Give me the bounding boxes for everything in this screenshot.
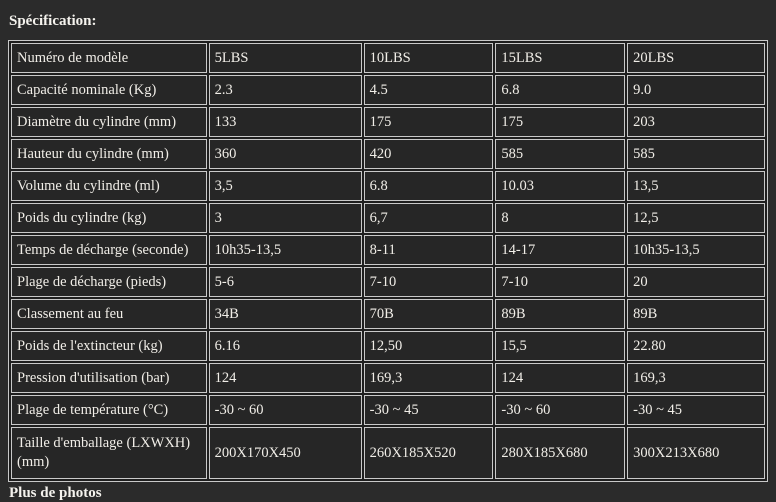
table-row: Taille d'emballage (LXWXH) (mm) 200X170X… bbox=[11, 427, 765, 479]
spec-cell: 70B bbox=[363, 299, 494, 329]
table-row: Volume du cylindre (ml) 3,5 6.8 10.03 13… bbox=[11, 171, 765, 201]
spec-cell: -30 ~ 45 bbox=[627, 395, 765, 425]
spec-row-label: Temps de décharge (seconde) bbox=[11, 235, 207, 265]
spec-cell: 6,7 bbox=[363, 203, 494, 233]
spec-cell: 280X185X680 bbox=[495, 427, 626, 479]
spec-cell: 13,5 bbox=[627, 171, 765, 201]
spec-cell: 2.3 bbox=[208, 75, 362, 105]
table-row: Classement au feu 34B 70B 89B 89B bbox=[11, 299, 765, 329]
table-row: Pression d'utilisation (bar) 124 169,3 1… bbox=[11, 363, 765, 393]
spec-cell: 6.8 bbox=[495, 75, 626, 105]
spec-cell: 5LBS bbox=[208, 43, 362, 73]
spec-cell: 203 bbox=[627, 107, 765, 137]
spec-cell: 20 bbox=[627, 267, 765, 297]
spec-cell: 124 bbox=[208, 363, 362, 393]
spec-cell: 200X170X450 bbox=[208, 427, 362, 479]
table-row: Poids de l'extincteur (kg) 6.16 12,50 15… bbox=[11, 331, 765, 361]
spec-row-label: Taille d'emballage (LXWXH) (mm) bbox=[11, 427, 207, 479]
spec-row-label: Numéro de modèle bbox=[11, 43, 207, 73]
spec-cell: 585 bbox=[627, 139, 765, 169]
spec-cell: 5-6 bbox=[208, 267, 362, 297]
table-row: Hauteur du cylindre (mm) 360 420 585 585 bbox=[11, 139, 765, 169]
specification-table-body: Numéro de modèle 5LBS 10LBS 15LBS 20LBS … bbox=[11, 43, 765, 479]
spec-row-label: Diamètre du cylindre (mm) bbox=[11, 107, 207, 137]
table-row: Diamètre du cylindre (mm) 133 175 175 20… bbox=[11, 107, 765, 137]
spec-cell: 6.16 bbox=[208, 331, 362, 361]
spec-cell: 89B bbox=[627, 299, 765, 329]
spec-row-label: Poids du cylindre (kg) bbox=[11, 203, 207, 233]
spec-cell: 300X213X680 bbox=[627, 427, 765, 479]
spec-cell: 10LBS bbox=[363, 43, 494, 73]
spec-row-label: Volume du cylindre (ml) bbox=[11, 171, 207, 201]
page-title: Spécification: bbox=[9, 13, 97, 29]
bottom-heading-cutoff: Plus de photos bbox=[9, 485, 102, 501]
table-row: Poids du cylindre (kg) 3 6,7 8 12,5 bbox=[11, 203, 765, 233]
spec-cell: 10.03 bbox=[495, 171, 626, 201]
spec-cell: 8 bbox=[495, 203, 626, 233]
spec-cell: 12,50 bbox=[363, 331, 494, 361]
spec-cell: -30 ~ 60 bbox=[208, 395, 362, 425]
spec-cell: 3 bbox=[208, 203, 362, 233]
spec-cell: 20LBS bbox=[627, 43, 765, 73]
spec-cell: 10h35-13,5 bbox=[208, 235, 362, 265]
spec-cell: 169,3 bbox=[363, 363, 494, 393]
spec-cell: 260X185X520 bbox=[363, 427, 494, 479]
spec-cell: -30 ~ 45 bbox=[363, 395, 494, 425]
spec-cell: 15,5 bbox=[495, 331, 626, 361]
spec-cell: 124 bbox=[495, 363, 626, 393]
spec-cell: 15LBS bbox=[495, 43, 626, 73]
table-row: Plage de décharge (pieds) 5-6 7-10 7-10 … bbox=[11, 267, 765, 297]
table-row: Capacité nominale (Kg) 2.3 4.5 6.8 9.0 bbox=[11, 75, 765, 105]
table-row: Temps de décharge (seconde) 10h35-13,5 8… bbox=[11, 235, 765, 265]
spec-row-label: Plage de température (°C) bbox=[11, 395, 207, 425]
spec-cell: 7-10 bbox=[495, 267, 626, 297]
spec-cell: 169,3 bbox=[627, 363, 765, 393]
spec-cell: 4.5 bbox=[363, 75, 494, 105]
spec-row-label: Plage de décharge (pieds) bbox=[11, 267, 207, 297]
spec-cell: 89B bbox=[495, 299, 626, 329]
spec-cell: 7-10 bbox=[363, 267, 494, 297]
spec-cell: 585 bbox=[495, 139, 626, 169]
spec-cell: 14-17 bbox=[495, 235, 626, 265]
spec-cell: -30 ~ 60 bbox=[495, 395, 626, 425]
spec-row-label: Pression d'utilisation (bar) bbox=[11, 363, 207, 393]
table-row: Plage de température (°C) -30 ~ 60 -30 ~… bbox=[11, 395, 765, 425]
spec-row-label: Capacité nominale (Kg) bbox=[11, 75, 207, 105]
spec-cell: 133 bbox=[208, 107, 362, 137]
spec-row-label: Classement au feu bbox=[11, 299, 207, 329]
spec-cell: 34B bbox=[208, 299, 362, 329]
spec-cell: 6.8 bbox=[363, 171, 494, 201]
spec-cell: 175 bbox=[495, 107, 626, 137]
spec-cell: 22.80 bbox=[627, 331, 765, 361]
spec-cell: 12,5 bbox=[627, 203, 765, 233]
spec-cell: 420 bbox=[363, 139, 494, 169]
spec-cell: 8-11 bbox=[363, 235, 494, 265]
spec-cell: 3,5 bbox=[208, 171, 362, 201]
spec-cell: 360 bbox=[208, 139, 362, 169]
spec-row-label: Poids de l'extincteur (kg) bbox=[11, 331, 207, 361]
specification-table: Numéro de modèle 5LBS 10LBS 15LBS 20LBS … bbox=[8, 40, 768, 482]
table-row: Numéro de modèle 5LBS 10LBS 15LBS 20LBS bbox=[11, 43, 765, 73]
spec-cell: 9.0 bbox=[627, 75, 765, 105]
spec-row-label: Hauteur du cylindre (mm) bbox=[11, 139, 207, 169]
spec-cell: 10h35-13,5 bbox=[627, 235, 765, 265]
spec-cell: 175 bbox=[363, 107, 494, 137]
